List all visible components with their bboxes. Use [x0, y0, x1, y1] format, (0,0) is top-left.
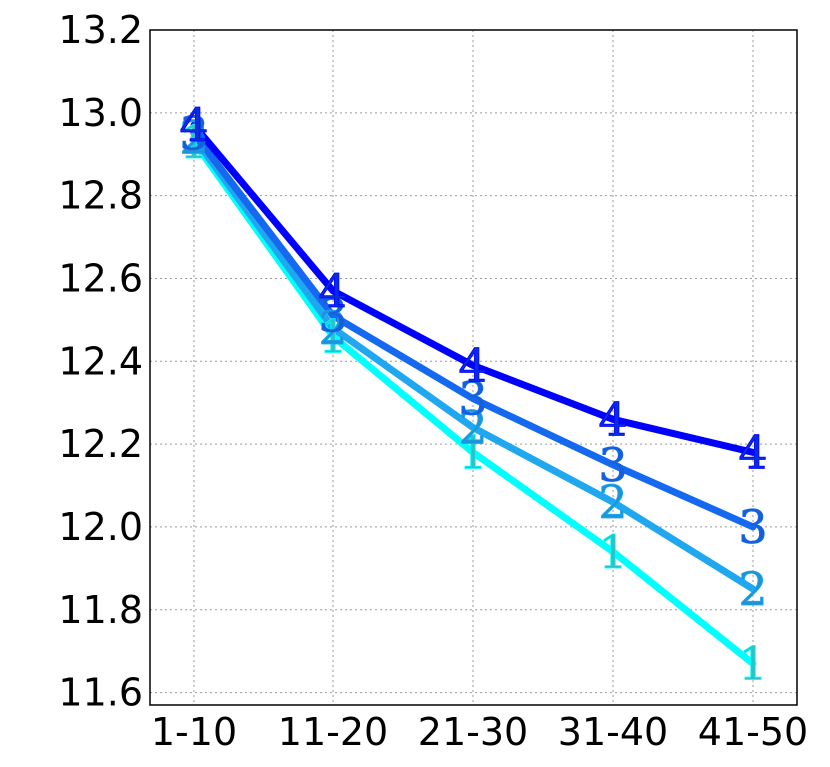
data-point-marker: 3 [458, 372, 487, 426]
series-lines [190, 121, 757, 668]
y-tick-label: 13.2 [58, 8, 143, 52]
y-tick-label: 12.2 [58, 422, 143, 466]
data-point-marker: 4 [738, 425, 767, 479]
series-line-2 [190, 134, 757, 593]
x-tick-label: 21-30 [418, 710, 528, 754]
data-point-marker: 3 [179, 107, 208, 161]
y-tick-label: 12.0 [58, 505, 143, 549]
y-tick-label: 12.4 [58, 339, 143, 383]
x-tick-label: 11-20 [278, 710, 388, 754]
y-tick-label: 13.0 [58, 91, 143, 135]
data-point-marker: 2 [179, 111, 208, 165]
x-tick-label: 31-40 [558, 710, 668, 754]
data-point-marker: 4 [318, 264, 347, 318]
data-point-marker: 1 [738, 637, 767, 691]
data-point-marker: 3 [738, 500, 767, 554]
y-tick-label: 12.8 [58, 174, 143, 218]
data-point-marker: 3 [318, 289, 347, 343]
data-point-marker: 3 [598, 438, 627, 492]
series-line-4 [190, 121, 757, 456]
data-point-marker: 1 [318, 309, 347, 363]
data-point-marker: 1 [598, 525, 627, 579]
y-tick-label: 11.6 [58, 671, 143, 715]
data-point-marker: 2 [738, 562, 767, 616]
data-point-marker: 4 [598, 392, 627, 446]
data-point-marker: 1 [458, 425, 487, 479]
y-tick-label: 12.6 [58, 256, 143, 300]
series-line-1 [190, 138, 757, 668]
y-tick-labels: 11.6 11.8 12.0 12.2 12.4 12.6 12.8 13.0 13.2 [58, 8, 143, 715]
x-tick-label: 41-50 [698, 710, 808, 754]
plot-frame [149, 29, 798, 706]
data-point-marker: 2 [598, 475, 627, 529]
data-point-marker: 4 [458, 338, 487, 392]
x-tick-labels: 1-10 11-20 21-30 31-40 41-50 [151, 710, 808, 754]
data-point-marker: 2 [458, 401, 487, 455]
data-point-marker: 1 [179, 115, 208, 169]
series-line-3 [190, 130, 757, 531]
y-tick-label: 11.8 [58, 588, 143, 632]
data-point-marker: 2 [318, 301, 347, 355]
data-point-marker: 4 [179, 98, 208, 152]
x-tick-label: 1-10 [151, 710, 237, 754]
